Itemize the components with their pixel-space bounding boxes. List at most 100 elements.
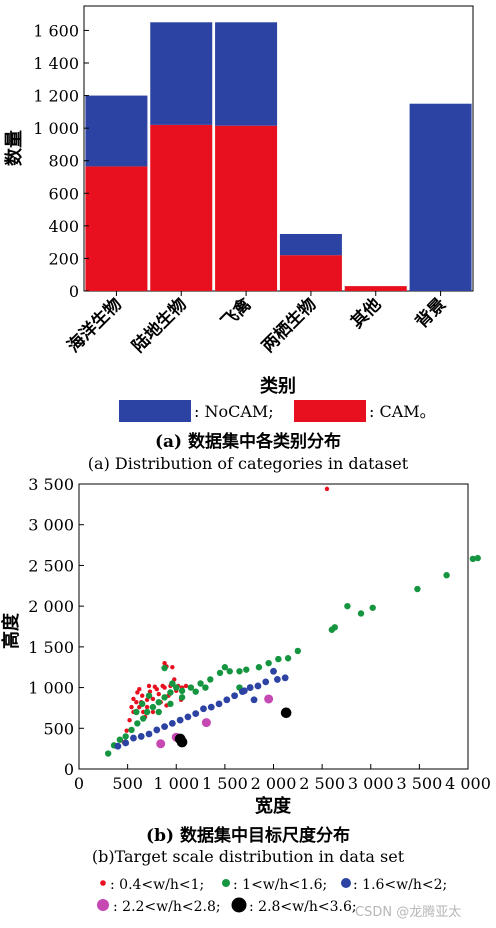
point-series-2 (215, 700, 223, 708)
legend-swatch-nocam (119, 400, 191, 422)
y-tick-label: 1 000 (33, 119, 79, 138)
point-series-0 (127, 717, 132, 723)
point-series-0 (137, 687, 142, 692)
point-series-2 (161, 723, 168, 731)
point-series-1 (167, 689, 174, 696)
point-series-0 (135, 690, 140, 695)
point-series-1 (265, 659, 272, 667)
point-series-1 (197, 680, 204, 687)
x-tick-label: 2 500 (299, 774, 345, 793)
bar-cam-1 (150, 124, 213, 291)
chart-b-points (104, 486, 481, 757)
y-tick-label: 600 (48, 184, 79, 203)
bar-nocam-1 (150, 22, 213, 125)
point-series-2 (207, 703, 215, 711)
legend-label-1: : 1<w/h<1.6; (233, 877, 327, 893)
point-series-2 (254, 682, 262, 690)
point-series-1 (255, 664, 263, 671)
legend-label-3: : 2.2<w/h<2.8; (113, 899, 221, 915)
point-series-0 (156, 691, 161, 697)
legend-marker-0 (100, 880, 106, 886)
point-series-2 (153, 726, 161, 734)
point-series-0 (131, 696, 136, 702)
legend-label-0: : 0.4<w/h<1; (110, 877, 204, 893)
x-tick-label: 4 000 (445, 774, 491, 793)
point-series-0 (144, 704, 150, 710)
point-series-2 (250, 696, 258, 704)
x-tick-label: 0 (74, 774, 84, 793)
chart-a-bar-chart: 0 200 400 600 800 1 000 1 200 1 400 1 600 海洋生物 陆地… (3, 5, 474, 422)
point-series-1 (275, 655, 282, 663)
point-series-0 (124, 728, 129, 733)
chart-b-caption-cn: (b) 数据集中目标尺度分布 (146, 826, 350, 846)
point-series-2 (273, 676, 281, 683)
point-series-1 (178, 694, 186, 701)
point-series-1 (357, 610, 365, 617)
legend-marker-2 (341, 878, 351, 888)
point-series-1 (284, 655, 292, 662)
bar-nocam-2 (215, 22, 278, 126)
y-tick-label: 200 (48, 249, 79, 268)
point-series-1 (161, 694, 168, 701)
y-tick-label: 1 000 (28, 679, 74, 698)
point-series-1 (128, 726, 135, 734)
point-series-1 (155, 699, 162, 706)
legend-label-cam: : CAM。 (369, 402, 436, 421)
point-series-1 (202, 684, 209, 691)
point-series-0 (146, 683, 152, 689)
point-series-4 (174, 733, 186, 745)
y-tick-label: 1 400 (33, 54, 79, 73)
y-tick-label: 2 500 (28, 556, 74, 575)
point-series-2 (281, 674, 289, 682)
bar-cam-2 (215, 125, 278, 291)
x-tick-label: 500 (112, 774, 143, 793)
point-series-2 (231, 692, 239, 700)
bar-nocam-0 (85, 95, 148, 167)
watermark: CSDN @龙腾亚太 (355, 905, 462, 920)
point-series-2 (223, 696, 231, 704)
point-series-2 (200, 705, 207, 713)
legend-marker-1 (222, 879, 230, 887)
bar-cam-3 (279, 255, 342, 291)
legend-label-2: : 1.6<w/h<2; (353, 877, 447, 893)
x-tick-label: 2 000 (251, 774, 297, 793)
point-series-1 (469, 555, 477, 563)
point-series-1 (134, 720, 141, 727)
point-series-0 (150, 709, 156, 715)
point-series-0 (160, 683, 165, 689)
x-tick-label: 1 500 (202, 774, 248, 793)
point-series-1 (178, 687, 186, 695)
point-series-1 (192, 688, 199, 695)
x-tick-label: 1 000 (153, 774, 199, 793)
point-series-1 (167, 700, 174, 708)
point-series-1 (116, 736, 124, 743)
point-series-2 (114, 742, 122, 750)
point-series-1 (344, 602, 351, 610)
y-tick-label: 0 (69, 282, 79, 301)
point-series-2 (130, 734, 137, 742)
x-tick-label: 3 500 (396, 774, 442, 793)
chart-b-legend: : 0.4<w/h<1; : 1<w/h<1.6; : 1.6<w/h<2; : 2.… (97, 877, 447, 915)
x-tick-label: 两栖生物 (258, 294, 321, 357)
point-series-1 (331, 624, 338, 631)
x-tick-label: 其他 (346, 294, 385, 333)
point-series-1 (143, 708, 151, 716)
x-tick-label: 背景 (411, 294, 450, 333)
point-series-1 (294, 647, 302, 655)
point-series-1 (104, 750, 112, 757)
y-tick-label: 1 600 (33, 21, 79, 40)
point-series-0 (162, 660, 167, 666)
point-series-0 (183, 683, 189, 689)
y-tick-label: 1 200 (33, 87, 79, 106)
point-series-1 (243, 666, 250, 673)
point-series-1 (443, 572, 450, 579)
chart-a-x-axis-label: 类别 (260, 375, 296, 397)
point-series-1 (207, 676, 214, 683)
point-series-2 (137, 733, 145, 740)
point-series-1 (155, 708, 162, 716)
point-series-3 (264, 694, 274, 704)
y-tick-label: 800 (48, 152, 79, 171)
x-tick-label: 3 000 (348, 774, 394, 793)
bar-cam-4 (344, 286, 407, 291)
